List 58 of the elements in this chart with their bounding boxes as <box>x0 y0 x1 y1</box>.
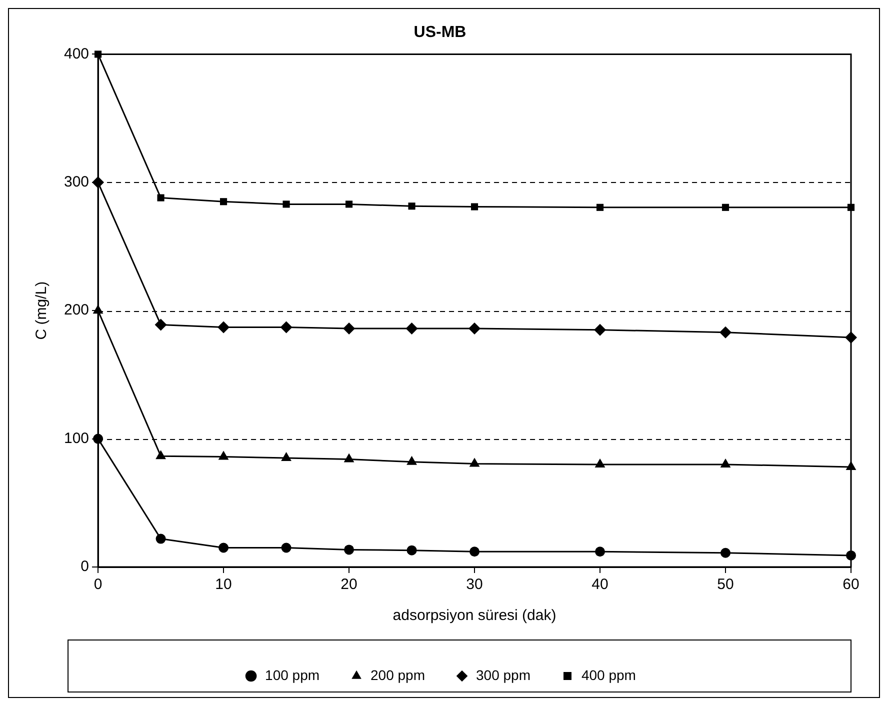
point <box>845 332 857 344</box>
point <box>594 458 606 468</box>
legend-label: 300 ppm <box>476 666 530 683</box>
point <box>281 452 292 462</box>
point <box>720 458 731 468</box>
point <box>282 200 290 208</box>
point <box>345 200 353 208</box>
point <box>156 450 166 460</box>
x-tick-label: 60 <box>842 576 860 594</box>
y-tick-label: 200 <box>64 302 90 319</box>
x-tick-label: 30 <box>466 576 483 594</box>
point <box>594 324 606 336</box>
point <box>468 322 481 335</box>
point <box>720 326 732 338</box>
point <box>406 456 417 465</box>
point <box>847 204 855 211</box>
point <box>406 545 417 556</box>
y-axis-title: C (mg/L) <box>33 281 50 340</box>
x-tick-label: 10 <box>215 576 232 594</box>
point <box>469 458 480 467</box>
point <box>846 550 856 560</box>
point <box>595 546 606 557</box>
point <box>157 194 164 202</box>
legend-label: 400 ppm <box>581 666 636 683</box>
point <box>94 50 102 58</box>
point <box>344 544 354 555</box>
point <box>281 542 292 553</box>
legend-label: 100 ppm <box>265 666 320 683</box>
x-tick-label: 0 <box>94 576 102 594</box>
point <box>846 461 856 470</box>
point <box>722 204 730 211</box>
point <box>720 548 731 558</box>
y-tick-label: 400 <box>64 45 90 62</box>
point <box>92 176 104 188</box>
x-tick-label: 50 <box>717 576 734 594</box>
point <box>218 450 229 460</box>
chart-title: US-MB <box>414 24 466 42</box>
point <box>218 321 230 334</box>
point <box>344 453 354 462</box>
y-tick-label: 0 <box>80 558 90 576</box>
point <box>406 322 418 335</box>
x-tick-label: 20 <box>340 576 358 594</box>
point <box>470 203 478 210</box>
point <box>470 546 480 557</box>
point <box>92 304 104 314</box>
legend-label: 200 ppm <box>370 666 425 683</box>
point <box>408 202 416 210</box>
point <box>280 321 292 334</box>
x-tick-label: 40 <box>592 576 608 594</box>
point <box>154 318 167 331</box>
x-axis-title: adsorpsiyon süresi (dak) <box>392 607 556 624</box>
point <box>156 534 166 544</box>
point <box>596 204 604 211</box>
y-tick-label: 300 <box>64 174 90 191</box>
point <box>220 198 228 206</box>
y-tick-label: 100 <box>64 430 90 447</box>
point <box>343 322 356 335</box>
point <box>218 542 229 553</box>
